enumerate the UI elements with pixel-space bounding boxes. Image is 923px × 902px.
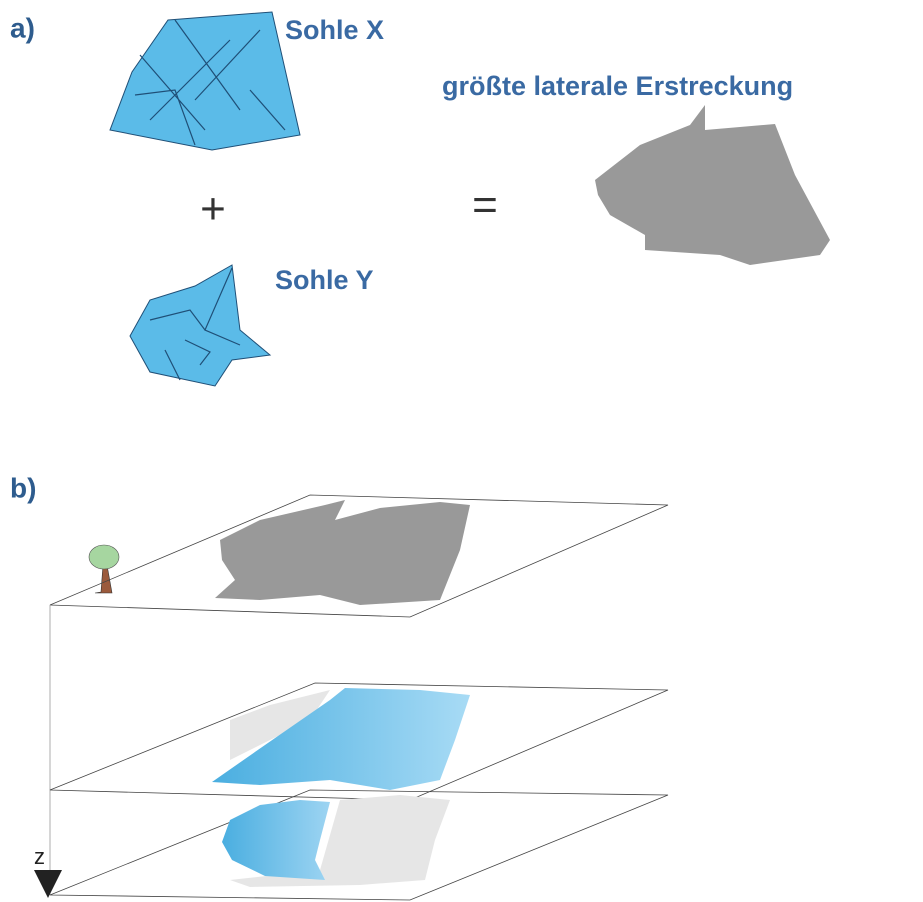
tree-icon bbox=[88, 544, 120, 594]
top-plane bbox=[49, 494, 669, 618]
surface-shape bbox=[215, 500, 470, 605]
result-shape bbox=[595, 105, 830, 265]
panel-label: b) bbox=[10, 472, 36, 503]
seam-y-label: Sohle Y bbox=[275, 265, 374, 295]
seam-x-shape bbox=[109, 11, 301, 151]
shadow-shape bbox=[230, 795, 450, 887]
equals: = bbox=[472, 181, 498, 230]
seam-y-layer bbox=[222, 800, 330, 880]
plus: + bbox=[200, 185, 226, 234]
shadow-shape bbox=[230, 690, 330, 760]
seam-y-shape bbox=[129, 264, 272, 387]
middle-plane bbox=[49, 682, 669, 801]
result-title: größte laterale Erstreckung bbox=[442, 71, 793, 101]
panel-label: a) bbox=[10, 12, 35, 43]
axis-label: z bbox=[34, 844, 45, 869]
bottom-plane bbox=[49, 789, 669, 901]
seam-x-label: Sohle X bbox=[285, 15, 384, 45]
axis-arrow bbox=[34, 870, 62, 898]
seam-x-layer bbox=[212, 688, 470, 790]
